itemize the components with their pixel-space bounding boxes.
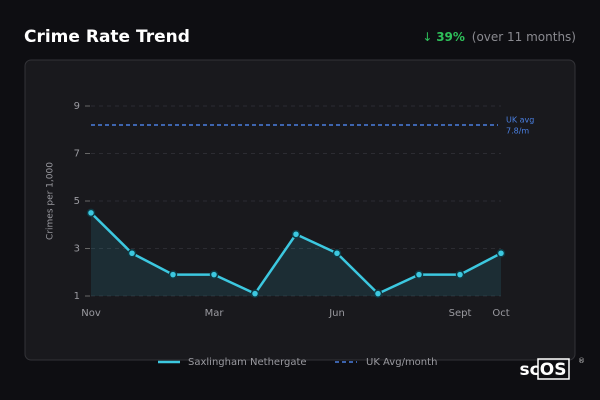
- reference-label: UK avg: [506, 116, 534, 125]
- change-value: 39%: [436, 30, 465, 44]
- logo: scOS: [520, 360, 567, 380]
- point: [250, 289, 260, 298]
- y-tick-label: 9: [74, 101, 80, 112]
- point: [209, 270, 219, 279]
- y-axis-label: Crimes per 1,000: [46, 162, 56, 240]
- plot: 1 3 5 7 9 Crimes per 1,000 Nov Mar Jun Sept Oct UK …: [46, 101, 535, 368]
- point: [373, 289, 383, 298]
- y-tick-label: 3: [74, 244, 80, 255]
- change-note: (over 11 months): [472, 30, 576, 44]
- reference-label: 7.8/m: [506, 127, 529, 136]
- point: [168, 270, 178, 279]
- x-tick-label: Oct: [492, 308, 509, 319]
- point: [291, 230, 301, 239]
- point: [332, 249, 342, 258]
- title: Crime Rate Trend: [24, 27, 190, 47]
- point: [127, 249, 137, 258]
- change-summary: ↓ 39% (over 11 months): [422, 30, 576, 44]
- x-tick-label: Nov: [81, 308, 101, 319]
- logo-mark: ®: [578, 357, 585, 365]
- point: [455, 270, 465, 279]
- x-tick-label: Sept: [449, 308, 472, 319]
- y-tick-label: 5: [74, 196, 80, 207]
- legend-label: Saxlingham Nethergate: [188, 357, 307, 368]
- point: [414, 270, 424, 279]
- point: [86, 208, 96, 218]
- x-tick-label: Jun: [328, 308, 345, 319]
- y-tick-label: 1: [74, 291, 80, 302]
- panel: [24, 59, 576, 361]
- logo-box: [537, 358, 570, 380]
- legend-label: UK Avg/month: [366, 357, 437, 368]
- change-arrow: ↓: [422, 30, 432, 44]
- x-tick-label: Mar: [205, 308, 225, 319]
- point: [496, 249, 506, 258]
- y-tick-label: 7: [74, 149, 80, 160]
